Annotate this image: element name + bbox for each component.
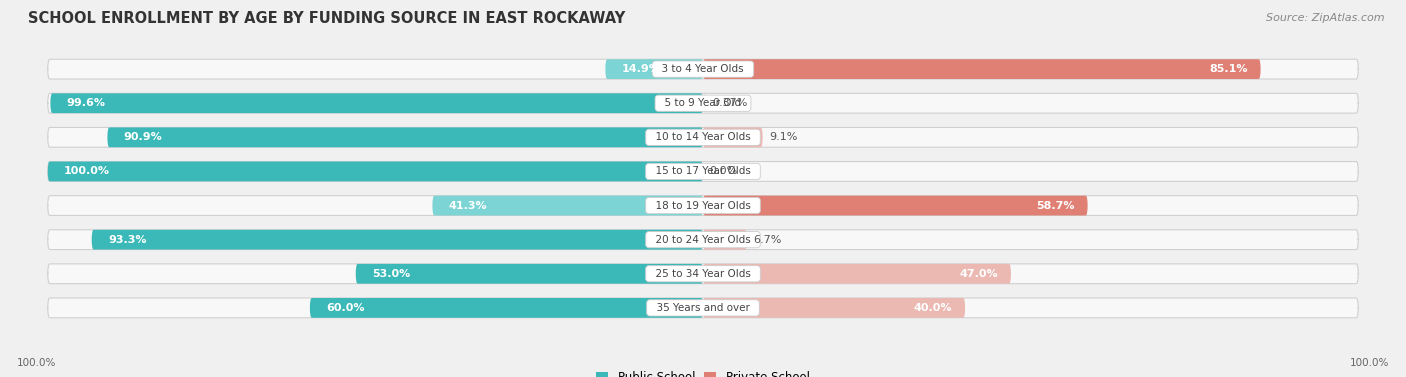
Text: 90.9%: 90.9%	[124, 132, 163, 143]
FancyBboxPatch shape	[91, 230, 703, 250]
Text: 35 Years and over: 35 Years and over	[650, 303, 756, 313]
FancyBboxPatch shape	[48, 230, 1358, 250]
Text: 20 to 24 Year Olds: 20 to 24 Year Olds	[650, 234, 756, 245]
FancyBboxPatch shape	[703, 59, 1261, 79]
Text: 15 to 17 Year Olds: 15 to 17 Year Olds	[648, 166, 758, 176]
Text: SCHOOL ENROLLMENT BY AGE BY FUNDING SOURCE IN EAST ROCKAWAY: SCHOOL ENROLLMENT BY AGE BY FUNDING SOUR…	[28, 11, 626, 26]
Text: 40.0%: 40.0%	[914, 303, 952, 313]
Text: 10 to 14 Year Olds: 10 to 14 Year Olds	[650, 132, 756, 143]
Legend: Public School, Private School: Public School, Private School	[592, 366, 814, 377]
Text: 41.3%: 41.3%	[449, 201, 488, 211]
Text: 60.0%: 60.0%	[326, 303, 364, 313]
FancyBboxPatch shape	[107, 127, 703, 147]
FancyBboxPatch shape	[703, 93, 706, 113]
FancyBboxPatch shape	[48, 162, 703, 181]
Text: 18 to 19 Year Olds: 18 to 19 Year Olds	[648, 201, 758, 211]
Text: Source: ZipAtlas.com: Source: ZipAtlas.com	[1267, 13, 1385, 23]
FancyBboxPatch shape	[606, 59, 703, 79]
FancyBboxPatch shape	[48, 93, 1358, 113]
FancyBboxPatch shape	[48, 264, 1358, 284]
Text: 25 to 34 Year Olds: 25 to 34 Year Olds	[648, 269, 758, 279]
Text: 0.37%: 0.37%	[711, 98, 748, 108]
Text: 14.9%: 14.9%	[621, 64, 661, 74]
Text: 3 to 4 Year Olds: 3 to 4 Year Olds	[655, 64, 751, 74]
FancyBboxPatch shape	[48, 298, 1358, 318]
Text: 47.0%: 47.0%	[959, 269, 998, 279]
Text: 5 to 9 Year Old: 5 to 9 Year Old	[658, 98, 748, 108]
FancyBboxPatch shape	[48, 127, 1358, 147]
Text: 99.6%: 99.6%	[66, 98, 105, 108]
FancyBboxPatch shape	[51, 93, 703, 113]
FancyBboxPatch shape	[703, 230, 747, 250]
Text: 6.7%: 6.7%	[754, 234, 782, 245]
Text: 100.0%: 100.0%	[65, 166, 110, 176]
FancyBboxPatch shape	[48, 162, 1358, 181]
Text: 85.1%: 85.1%	[1209, 64, 1247, 74]
FancyBboxPatch shape	[703, 196, 1088, 215]
FancyBboxPatch shape	[309, 298, 703, 318]
FancyBboxPatch shape	[48, 196, 1358, 215]
FancyBboxPatch shape	[356, 264, 703, 284]
Text: 0.0%: 0.0%	[710, 166, 738, 176]
Text: 93.3%: 93.3%	[108, 234, 146, 245]
Text: 53.0%: 53.0%	[373, 269, 411, 279]
Text: 100.0%: 100.0%	[17, 357, 56, 368]
FancyBboxPatch shape	[703, 127, 762, 147]
Text: 9.1%: 9.1%	[769, 132, 797, 143]
FancyBboxPatch shape	[433, 196, 703, 215]
FancyBboxPatch shape	[48, 59, 1358, 79]
Text: 100.0%: 100.0%	[1350, 357, 1389, 368]
FancyBboxPatch shape	[703, 298, 965, 318]
Text: 58.7%: 58.7%	[1036, 201, 1074, 211]
FancyBboxPatch shape	[703, 264, 1011, 284]
